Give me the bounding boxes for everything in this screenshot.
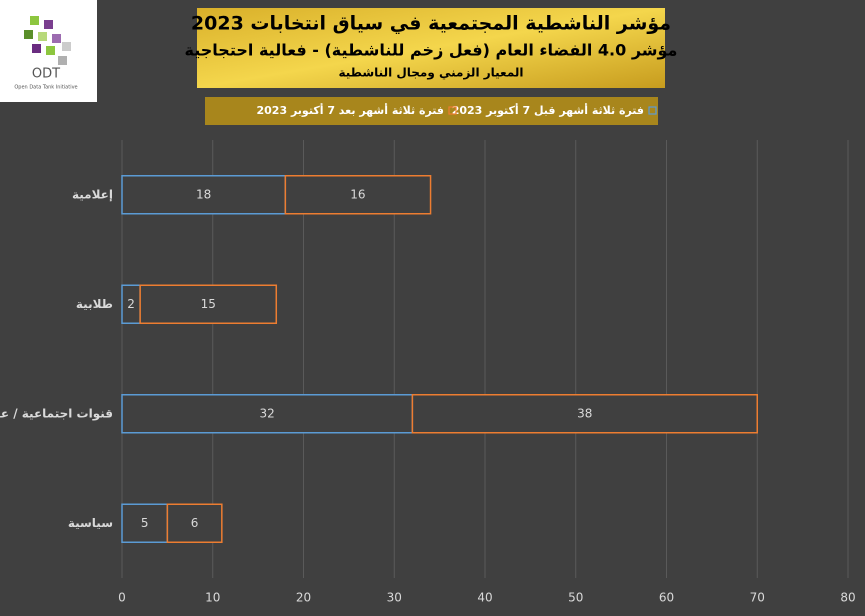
x-tick-label: 40 [477,591,492,605]
x-tick-label: 10 [205,591,220,605]
legend-marker [648,106,657,115]
chart-subtitle: المعيار الزمني ومجال الناشطية [339,66,524,81]
bar [121,394,414,434]
logo-tagline: Open Data Tank Initiative [14,85,77,91]
bar [166,503,223,543]
y-tick-label: إعلامية [72,187,113,201]
bar [411,394,758,434]
data-label: 16 [350,187,365,201]
data-label: 2 [127,297,135,311]
y-tick-label: قنوات اجتماعية / عمالية [0,406,113,421]
y-tick-label: سياسية [68,516,113,530]
bar [121,503,169,543]
legend-label: فترة ثلاثة أشهر بعد 7 أكتوبر 2023 [257,103,445,117]
x-tick-label: 80 [840,591,855,605]
logo-cubes [24,16,71,65]
data-label: 18 [196,187,211,201]
bar [139,284,278,324]
data-label: 6 [191,516,199,530]
y-tick-label: طلابية [76,297,113,311]
data-label: 32 [260,406,275,420]
x-tick-label: 20 [296,591,311,605]
legend-marker [448,106,457,115]
data-label: 15 [201,297,216,311]
chart-title: مؤشر الناشطية المجتمعية في سياق انتخابات… [191,13,671,35]
chart-subtitle: مؤشر 4.0 الفضاء العام (فعل زخم للناشطية)… [185,41,678,60]
legend-box [205,97,658,125]
x-tick-label: 50 [568,591,583,605]
x-tick-label: 30 [387,591,402,605]
logo-name: ODT [32,67,60,82]
data-label: 38 [577,406,592,420]
bar [284,175,432,215]
x-tick-label: 60 [659,591,674,605]
title-box [197,8,665,88]
data-label: 5 [141,516,149,530]
legend-label: فترة ثلاثة أشهر قبل 7 أكتوبر 2023 [452,103,644,117]
x-tick-label: 70 [750,591,765,605]
x-tick-label: 0 [118,591,126,605]
logo: ODT Open Data Tank Initiative [0,0,97,102]
